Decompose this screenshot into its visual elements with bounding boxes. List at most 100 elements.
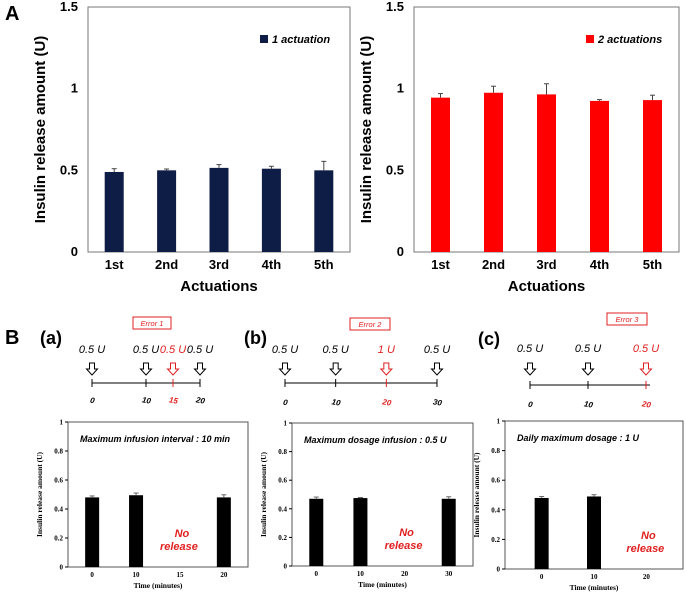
chart-title: Daily maximum dosage : 1 U	[517, 433, 640, 443]
error-label: Error 3	[616, 315, 640, 324]
x-tick-label: 3rd	[209, 257, 229, 272]
plot-frame	[67, 421, 249, 568]
dose-arrow-icon	[430, 362, 444, 376]
x-tick-label: 4th	[262, 257, 282, 272]
timeline-2: (b) Error 2 0.5 U 0 0.5 U 10 1 U 20 0.5 U 30	[244, 317, 450, 408]
y-tick-label: 1	[71, 81, 78, 96]
timeline-tick-label: 20	[640, 399, 652, 410]
bar	[309, 498, 324, 566]
y-axis-label: Insulin release amount (U)	[32, 36, 49, 224]
y-tick-label: 1.5	[60, 0, 78, 14]
timeline-tick-label: 30	[432, 397, 443, 408]
x-tick-label: 2nd	[482, 257, 505, 272]
x-tick-label: 10	[591, 573, 599, 581]
legend-swatch	[586, 35, 594, 43]
y-tick-label: 0.4	[54, 506, 63, 514]
bar	[484, 92, 503, 252]
y-axis-label: Insulin release amount (U)	[358, 36, 375, 224]
x-tick-label: 0	[90, 571, 94, 579]
bar	[216, 497, 231, 567]
x-tick-label: 5th	[643, 257, 663, 272]
error-box	[606, 312, 648, 326]
bar	[209, 167, 229, 252]
y-axis-label: Insulin release amount (U)	[35, 451, 44, 537]
dose-arrow-icon	[329, 362, 343, 376]
x-axis-label: Time (minutes)	[358, 580, 407, 589]
legend-label: 1 actuation	[272, 34, 330, 46]
y-tick-label: 0.5	[386, 162, 404, 177]
x-tick-label: 5th	[314, 257, 334, 272]
no-release-label: No	[175, 528, 190, 540]
dose-label: 0.5 U	[133, 344, 159, 356]
dose-label: 0.5 U	[424, 344, 450, 356]
bar	[353, 498, 368, 566]
x-tick-label: 1st	[105, 257, 124, 272]
y-tick-label: 1	[497, 418, 501, 426]
dose-label: 1 U	[378, 344, 395, 356]
timeline-tick-label: 10	[141, 395, 152, 406]
x-tick-label: 20	[220, 571, 228, 579]
y-tick-label: 0.6	[54, 477, 63, 485]
x-tick-label: 30	[445, 570, 453, 578]
bar	[643, 100, 662, 252]
big-chart-2: 0 0.5 1 1.5 1st 2nd 3rd 4th 5th Actuations Insulin…	[358, 0, 680, 295]
dose-arrow-icon	[523, 362, 537, 376]
y-tick-label: 1	[284, 420, 288, 428]
x-axis-label: Time (minutes)	[570, 583, 619, 592]
y-tick-label: 0.2	[278, 534, 287, 542]
x-axis-label: Actuations	[180, 278, 258, 295]
y-tick-label: 0.8	[278, 448, 287, 456]
y-tick-label: 0.2	[54, 535, 63, 543]
no-release-label: release	[626, 543, 664, 555]
panel-label: (b)	[244, 328, 267, 348]
x-tick-label: 1st	[431, 257, 450, 272]
section-a-label: A	[5, 3, 19, 25]
dose-label: 0.5 U	[272, 344, 298, 356]
bar	[587, 496, 601, 569]
timeline-tick-label: 20	[381, 397, 393, 408]
bar	[157, 170, 177, 252]
dose-label: 0.5 U	[517, 343, 543, 355]
timeline-tick-label: 15	[168, 395, 179, 406]
x-tick-label: 2nd	[155, 257, 178, 272]
x-tick-label: 20	[643, 573, 651, 581]
y-tick-label: 0.8	[54, 448, 63, 456]
timeline-tick-label: 20	[194, 395, 206, 406]
x-tick-label: 10	[357, 570, 365, 578]
no-release-label: No	[641, 530, 656, 542]
timeline-tick-label: 10	[583, 399, 594, 410]
error-label: Error 1	[141, 319, 164, 328]
x-tick-label: 20	[401, 570, 409, 578]
y-tick-label: 0.4	[278, 505, 287, 513]
no-release-label: release	[160, 541, 198, 553]
panel-label: (a)	[40, 328, 62, 348]
y-tick-label: 0	[60, 564, 64, 572]
no-release-label: No	[399, 527, 414, 539]
x-tick-label: 3rd	[536, 257, 556, 272]
bar	[537, 94, 556, 252]
plot-frame	[291, 422, 474, 567]
big-chart-1: 0 0.5 1 1.5 1st 2nd 3rd 4th 5th Actuations Insulin…	[32, 0, 351, 295]
bar	[85, 497, 100, 567]
timeline-tick-label: 0	[282, 398, 288, 408]
x-axis-label: Time (minutes)	[134, 581, 183, 590]
dose-label: 0.5 U	[79, 344, 105, 356]
y-tick-label: 0	[497, 566, 501, 574]
error-label: Error 2	[359, 320, 383, 329]
legend-swatch	[260, 35, 268, 43]
y-axis-label: Insulin release amount (U)	[472, 452, 481, 538]
bar	[129, 495, 144, 567]
chart-layer: 0 0.5 1 1.5 1st 2nd 3rd 4th 5th Actuations Insulin…	[32, 0, 684, 592]
y-tick-label: 0	[284, 563, 288, 571]
dose-label: 0.5 U	[160, 344, 186, 356]
x-tick-label: 10	[133, 571, 141, 579]
error-box	[349, 317, 391, 331]
dose-arrow-icon	[278, 362, 292, 376]
dose-label: 0.5 U	[575, 343, 601, 355]
y-tick-label: 0.8	[491, 447, 500, 455]
timeline-tick-label: 0	[89, 396, 95, 406]
